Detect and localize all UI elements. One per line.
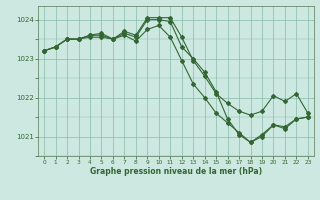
X-axis label: Graphe pression niveau de la mer (hPa): Graphe pression niveau de la mer (hPa) [90,167,262,176]
